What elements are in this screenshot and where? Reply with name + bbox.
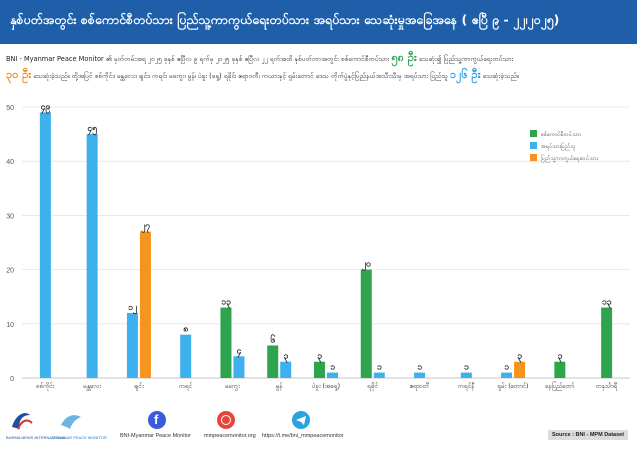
web-globe-icon[interactable]	[217, 411, 235, 429]
data-label: ၄၅	[87, 124, 97, 136]
data-label: ၁	[464, 363, 469, 373]
data-label: ၁	[504, 363, 509, 373]
source-note: Source : BNI - MPM Dataset	[548, 430, 628, 440]
x-tick-label: ဧရာဝတီ	[410, 382, 430, 391]
data-label: ၃	[517, 352, 522, 364]
facebook-icon[interactable]: f	[148, 411, 166, 429]
y-tick-label: 30	[6, 213, 14, 220]
bar	[360, 269, 372, 378]
data-label: ၁	[330, 363, 335, 373]
x-tick-label: ပဲခူး (အရှေ့)	[312, 382, 340, 391]
y-tick-label: 0	[10, 376, 14, 383]
bar	[327, 372, 338, 378]
bni-logo-text: BURMA NEWS INTERNATIONAL	[6, 435, 67, 440]
footer: BURMA NEWS INTERNATIONAL MYANMAR PEACE M…	[0, 405, 637, 450]
data-label: ၈	[183, 325, 188, 335]
x-tick-label: စစ်ကိုင်း	[36, 382, 54, 391]
data-label: ၆	[270, 334, 275, 345]
legend-label: စစ်ကောင်စီတပ်သား	[541, 130, 581, 138]
intro-part-2: သေဆုံး၍ ပြည်သူ့ကာကွယ်ရေးတပ်သား	[418, 55, 514, 63]
intro-part-1: BNI - Myanmar Peace Monitor ၏ မှတ်တမ်းအရ…	[6, 55, 390, 63]
data-label: ၄၉	[41, 102, 51, 114]
bar	[601, 307, 613, 378]
x-tick-label: ချင်း	[133, 382, 144, 391]
bar	[501, 372, 513, 378]
bar	[460, 372, 472, 378]
legend-label: အရပ်သားပြည်သူ	[541, 141, 576, 151]
intro-text: BNI - Myanmar Peace Monitor ၏ မှတ်တမ်းအရ…	[6, 50, 634, 84]
x-tick-label: ကရင်နီ	[458, 382, 475, 391]
bar	[126, 312, 138, 378]
data-label: ၁၂	[128, 303, 137, 315]
bar	[233, 356, 245, 378]
x-tick-label: မွန်	[276, 382, 283, 391]
data-label: ၂၇	[141, 222, 150, 234]
data-label: ၁၃	[602, 298, 612, 310]
military-death-count: ၅၈ ဦး	[391, 51, 417, 64]
intro-part-4: သေဆုံးခဲ့သည်။	[482, 72, 519, 80]
bar	[267, 345, 279, 378]
legend-swatch	[530, 154, 537, 161]
x-tick-label: တနင်္သာရီ	[596, 382, 619, 391]
y-tick-label: 40	[6, 159, 14, 166]
bar	[280, 361, 292, 378]
facebook-link[interactable]: BNI-Myanmar Peace Monitor	[120, 433, 191, 439]
y-tick-label: 50	[6, 105, 14, 112]
x-tick-label: ကရင်	[179, 382, 193, 391]
legend-swatch	[530, 130, 537, 137]
bar	[39, 112, 51, 379]
bar	[314, 361, 325, 378]
x-tick-label: မကွေး	[225, 383, 240, 391]
mpm-logo-text: MYANMAR PEACE MONITOR	[52, 435, 107, 440]
y-tick-label: 20	[6, 268, 14, 275]
header-banner: နှစ်ပတ်အတွင်း စစ်ကောင်စီတပ်သား ပြည်သူ့ကာ…	[0, 0, 637, 44]
bar	[86, 134, 98, 378]
bar	[373, 372, 385, 378]
x-tick-label: ရှမ်း (တောင်)	[498, 382, 529, 391]
intro-part-3: သေဆုံးခဲ့သည်။ ထို့အပြင် စစ်ကိုင်း၊ မန္တလ…	[33, 72, 448, 80]
bar	[139, 231, 151, 378]
data-label: ၁၃	[221, 298, 231, 310]
bni-logo-icon	[12, 413, 33, 430]
telegram-link[interactable]: https://t.me/bni_mmpeacemonitor	[262, 433, 344, 439]
page-title: နှစ်ပတ်အတွင်း စစ်ကောင်စီတပ်သား ပြည်သူ့ကာ…	[10, 12, 560, 27]
data-label: ၁	[377, 363, 382, 373]
x-tick-label: မန္တလေး	[83, 383, 101, 391]
data-label: ၃	[557, 352, 562, 364]
legend-swatch	[530, 142, 537, 149]
data-label: ၂၀	[362, 260, 371, 272]
legend-label: ပြည်သူ့ကာကွယ်ရေးတပ်သား	[541, 153, 599, 163]
data-label: ၁	[417, 363, 422, 373]
civilian-death-count: ၁၂၆ ဦး	[449, 68, 481, 81]
telegram-icon[interactable]	[292, 411, 310, 429]
y-tick-label: 10	[6, 322, 14, 329]
data-label: ၃	[283, 352, 288, 364]
bar	[220, 307, 232, 378]
bar	[180, 334, 192, 378]
website-link[interactable]: mmpeacemonitor.org	[204, 433, 256, 439]
data-label: ၄	[237, 346, 242, 358]
pdf-death-count: ၃၀ ဦး	[6, 68, 32, 81]
bar	[514, 361, 526, 378]
x-tick-label: နေပြည်တော်	[545, 382, 574, 391]
bar	[414, 372, 426, 378]
x-tick-label: ရခိုင်	[368, 382, 379, 391]
peace-dove-logo-icon	[61, 415, 81, 429]
data-label: ၃	[317, 352, 322, 364]
bar	[554, 361, 566, 378]
